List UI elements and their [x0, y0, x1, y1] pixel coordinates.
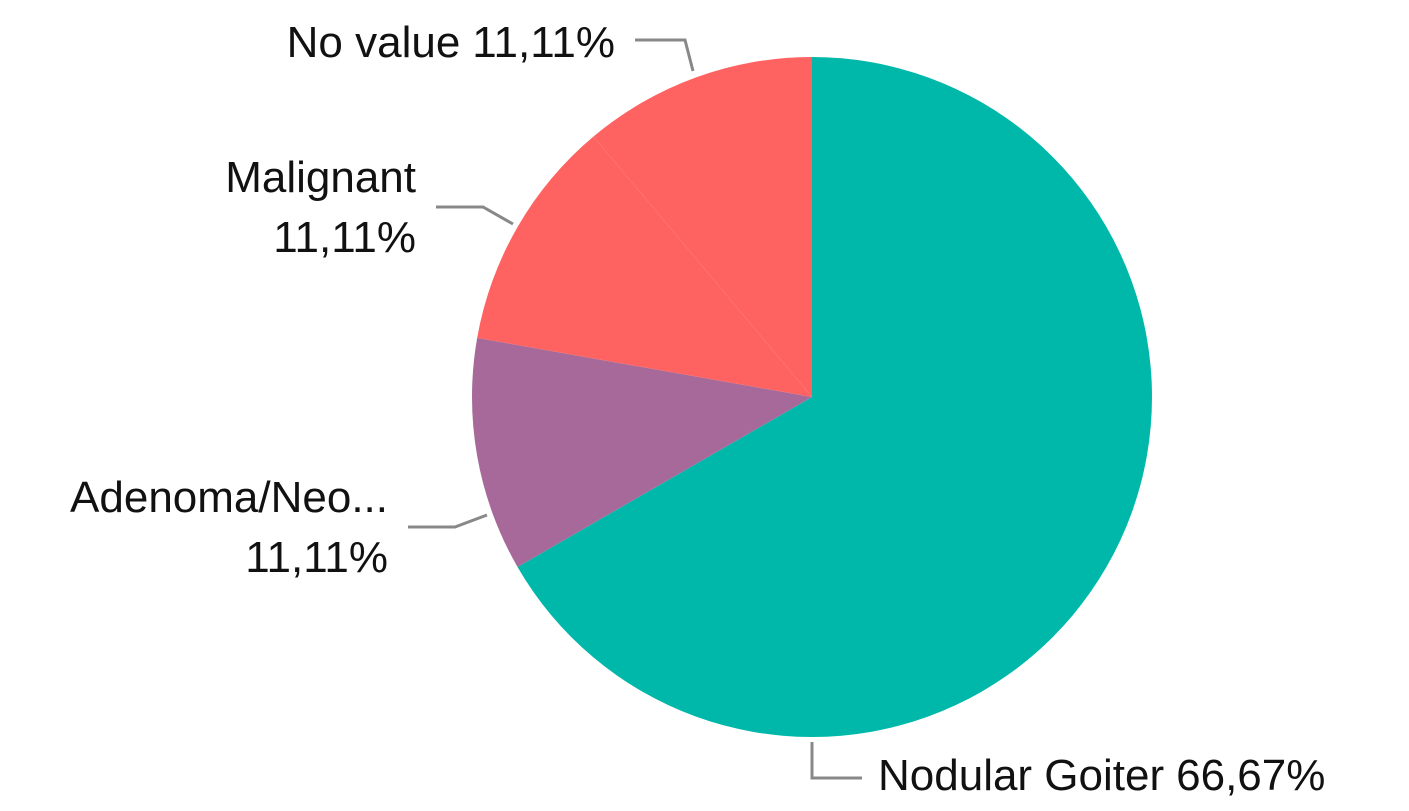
pie [471, 57, 1152, 737]
value-label: 11,11% [273, 213, 416, 262]
pie-slice [477, 136, 812, 397]
value-label: 66,67% [1176, 751, 1325, 800]
slice-label: Nodular Goiter 66,67% [878, 751, 1325, 800]
category-label: No value [287, 18, 461, 67]
pie-slice [517, 57, 1152, 737]
value-label: 11,11% [245, 533, 388, 582]
category-label: Nodular Goiter [878, 751, 1164, 800]
slice-label: No value 11,11% [287, 18, 615, 67]
category-label: Malignant [225, 153, 416, 202]
pie-slice [471, 337, 812, 567]
pie-slice [593, 57, 812, 397]
slice-label: Adenoma/Neo... 11,11% [70, 473, 388, 582]
leader-line [635, 38, 695, 72]
leader-lines [408, 38, 862, 780]
labels: Nodular Goiter 66,67% Adenoma/Neo... 11,11%… [70, 18, 1325, 800]
leader-line [408, 513, 488, 529]
value-label: 11,11% [472, 18, 615, 67]
slice-label: Malignant 11,11% [225, 153, 416, 262]
leader-line [810, 742, 862, 780]
leader-line [436, 205, 514, 226]
category-label: Adenoma/Neo... [70, 473, 388, 522]
